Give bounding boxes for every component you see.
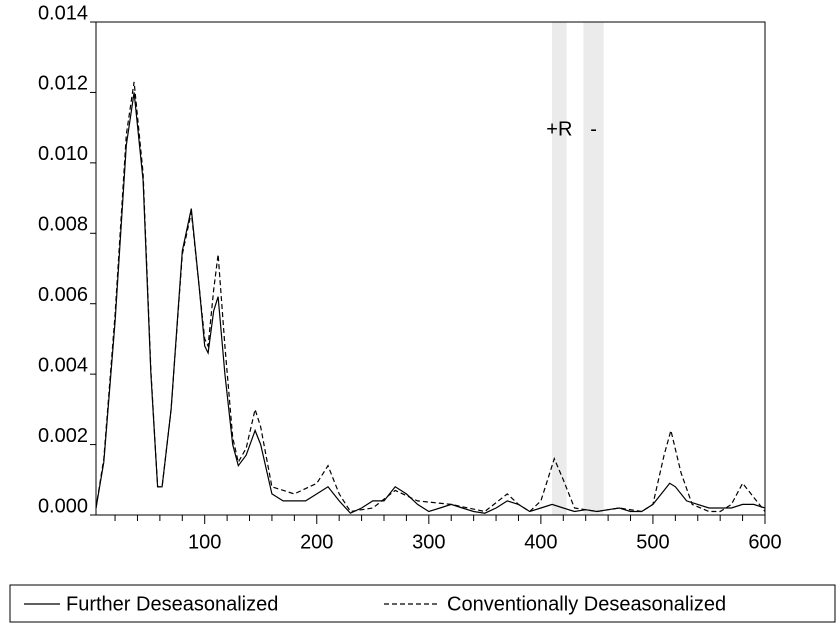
y-tick-label: 0.002 bbox=[38, 425, 88, 447]
x-tick-label: 100 bbox=[188, 531, 221, 553]
band-label: - bbox=[590, 118, 597, 140]
y-tick-label: 0.014 bbox=[38, 2, 88, 24]
plot-frame bbox=[95, 21, 766, 516]
band-label: +R bbox=[546, 118, 572, 140]
x-tick-label: 200 bbox=[300, 531, 333, 553]
x-tick-label: 400 bbox=[524, 531, 557, 553]
legend-label: Further Deseasonalized bbox=[66, 593, 278, 615]
x-tick-label: 300 bbox=[412, 531, 445, 553]
shaded-band bbox=[583, 22, 604, 515]
series-line bbox=[95, 81, 766, 513]
y-tick-label: 0.004 bbox=[38, 354, 88, 376]
y-tick-label: 0.000 bbox=[38, 495, 88, 517]
x-tick-label: 500 bbox=[636, 531, 669, 553]
legend-box bbox=[9, 584, 836, 623]
y-tick-label: 0.008 bbox=[38, 214, 88, 236]
y-tick-label: 0.010 bbox=[38, 143, 88, 165]
y-tick-label: 0.006 bbox=[38, 284, 88, 306]
legend-label: Conventionally Deseasonalized bbox=[447, 593, 726, 615]
y-tick-label: 0.012 bbox=[38, 73, 88, 95]
shaded-band bbox=[552, 22, 567, 515]
x-tick-label: 600 bbox=[748, 531, 781, 553]
series-line bbox=[95, 92, 766, 514]
